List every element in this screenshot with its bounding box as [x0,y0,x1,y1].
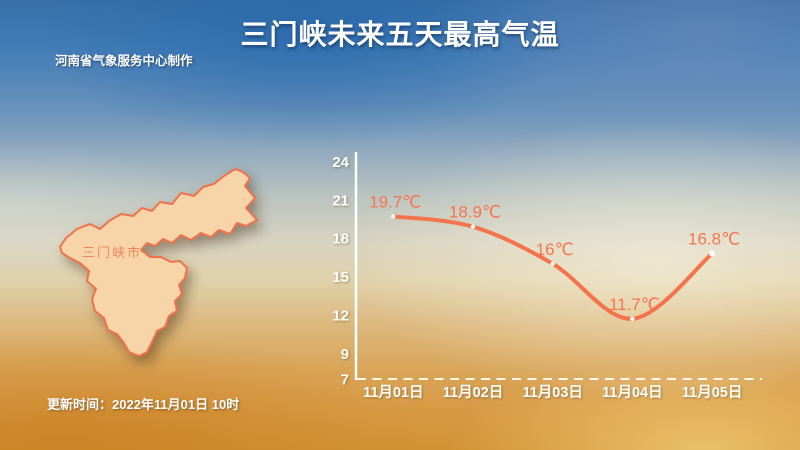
map-region-shape [59,168,258,357]
x-axis-label: 11月01日 [363,384,423,401]
update-timestamp: 更新时间：2022年11月01日 10时 [47,397,240,412]
y-tick-label: 21 [332,192,349,209]
map-region-label: 三门峡市 [82,245,142,260]
temperature-curve [391,214,715,321]
y-tick-label: 7 [341,372,349,389]
y-tick-label: 18 [332,231,349,248]
y-tick-label: 12 [332,308,349,325]
data-point-marker [630,316,635,322]
data-point-label: 11.7℃ [609,295,660,314]
data-point-label: 19.7℃ [369,192,421,211]
y-tick-label: 9 [341,346,349,363]
x-axis-label: 11月02日 [443,384,503,401]
data-point-marker [709,250,716,257]
y-tick-label: 15 [332,269,349,286]
x-axis-label: 11月04日 [602,384,662,401]
page-title: 三门峡未来五天最高气温 [240,19,560,50]
y-tick-label: 24 [332,154,349,171]
data-point-label: 16.8℃ [688,230,740,249]
x-axis-label: 11月03日 [522,384,582,401]
data-point-marker [391,214,396,219]
data-point-label: 16℃ [536,240,574,259]
data-point-marker [470,224,476,229]
x-axis-label: 11月05日 [682,384,742,401]
data-point-marker [550,261,555,266]
data-point-label: 18.9℃ [449,203,501,222]
producer-credit: 河南省气象服务中心制作 [55,54,193,68]
